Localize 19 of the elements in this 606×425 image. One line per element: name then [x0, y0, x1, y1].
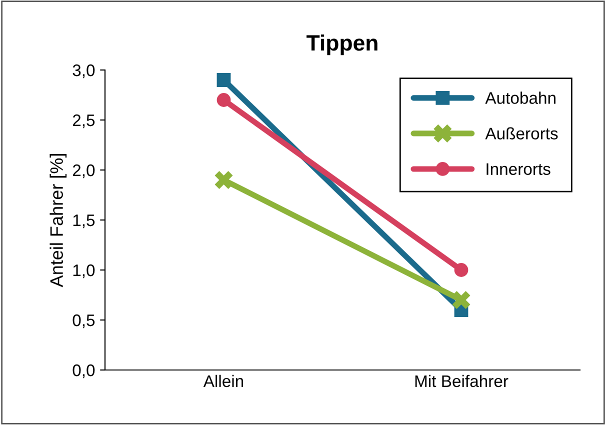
y-tick-label: 1,0: [73, 264, 95, 278]
legend-label: Außerorts: [485, 127, 558, 140]
y-tick-label: 0,5: [72, 314, 95, 328]
legend-label: Autobahn: [485, 92, 556, 104]
y-tick-label: 1,5: [73, 214, 95, 228]
chart-title: Tippen: [306, 34, 378, 56]
y-tick-label: 3,0: [72, 64, 95, 78]
x-tick-label: Allein: [203, 374, 244, 388]
x-tick-label: Mit Beifahrer: [415, 374, 508, 388]
y-tick-label: 2,5: [72, 114, 95, 128]
point: [454, 263, 468, 277]
y-tick-label: 2,0: [72, 164, 95, 178]
point: [214, 170, 233, 190]
point: [216, 73, 231, 87]
y-tick-label: 0,0: [72, 364, 95, 378]
y-axis-title: Anteil Fahrer [%]: [50, 154, 67, 288]
legend-label: Innerorts: [486, 163, 550, 175]
point: [216, 93, 231, 107]
point: [452, 290, 470, 310]
